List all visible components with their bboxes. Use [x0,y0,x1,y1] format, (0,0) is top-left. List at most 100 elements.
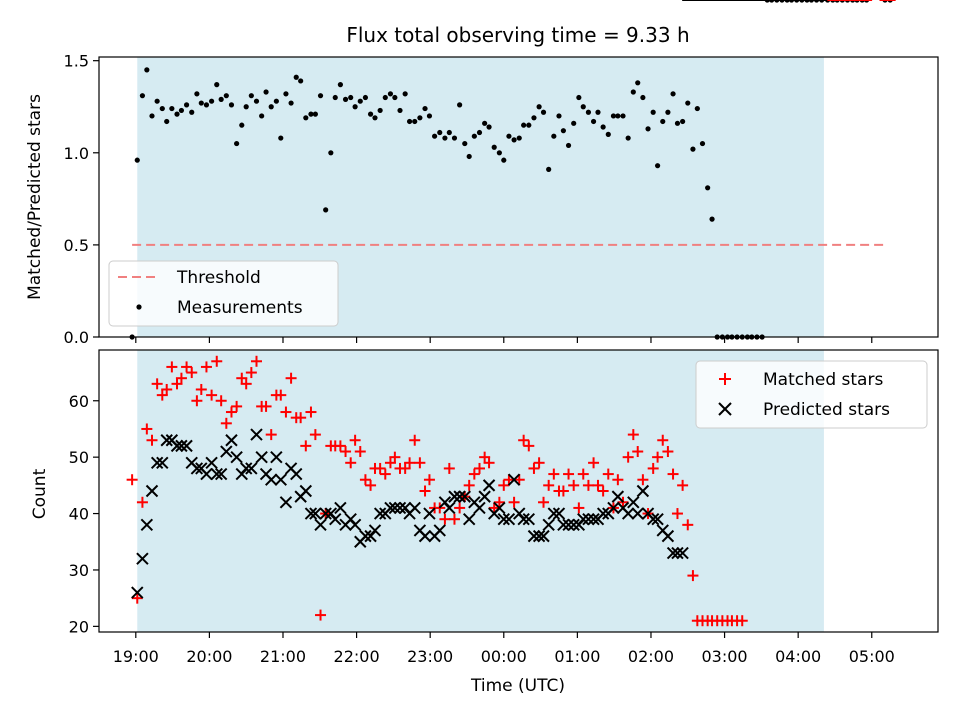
measurement-point [506,133,512,139]
matched-star-point [563,468,575,480]
measurement-point [159,105,165,112]
measurement-point [565,142,572,149]
predicted-star-point [482,479,496,492]
predicted-star-point [646,512,660,526]
measurement-point [259,113,265,119]
matched-star-point [191,395,203,407]
measurement-point [372,115,378,121]
matched-star-point [151,378,163,390]
predicted-star-point [666,546,680,560]
matched-star-point [126,474,138,486]
ratio-y-tick-label: 0.0 [64,328,89,347]
predicted-star-point [443,501,456,515]
predicted-star-point [542,518,555,532]
measurement-point [214,82,220,88]
matched-star-point [523,440,535,452]
measurement-point [263,89,269,95]
measurement-point [665,109,671,115]
measurement-point [312,111,318,117]
measurement-point [476,129,483,136]
measurement-point [600,124,606,130]
predicted-star-point [239,462,253,475]
measurement-point [178,107,185,114]
x-axis-label: Time (UTC) [470,676,565,696]
measurement-point [293,74,299,80]
time-x-tick-label: 20:00 [186,647,232,666]
legend-matched-swatch [719,373,731,385]
count-y-tick-label: 20 [69,617,89,636]
matched-star-point [573,502,585,514]
measurement-point [149,113,155,119]
predicted-star-point [611,490,625,503]
matched-star-point [315,609,327,621]
predicted-star-point [200,467,213,481]
measurement-point [432,133,438,139]
measurement-point [645,126,651,132]
matched-star-point [454,502,466,514]
measurement-point [402,91,408,97]
predicted-star-point [314,518,327,532]
count-y-axis-label: Count [30,468,50,519]
measurement-point [694,105,700,112]
count-panel: 20 30 40 50 60 19:00 20:00 21:00 22:00 23:00 00:0… [30,0,939,696]
predicted-star-point [131,586,144,599]
matched-star-point [260,400,272,412]
predicted-star-point [373,507,387,520]
time-x-tick-label: 05:00 [849,647,895,666]
predicted-star-point [547,507,561,520]
matched-star-point [488,502,500,514]
measurement-point [620,113,626,119]
matched-star-point [245,367,257,379]
matched-star-point [389,451,401,463]
measurement-point [585,109,592,115]
matched-star-point [568,479,580,491]
matched-star-point [206,389,218,401]
measurement-point [580,104,586,110]
predicted-star-point [205,456,218,470]
matched-star-point [592,479,604,491]
ratio-y-tick-label: 0.5 [64,236,89,255]
ratio-y-tick-label: 1.0 [64,144,89,163]
predicted-star-point [627,496,640,509]
count-y-ticks: 20 30 40 50 60 [69,392,99,636]
measurement-point [451,135,458,141]
matched-star-point [423,474,435,486]
predicted-star-point [265,473,278,486]
measurement-point [630,89,636,95]
measurement-point [174,111,180,117]
measurement-point [556,113,562,119]
measurement-point [352,104,358,110]
predicted-star-point [552,507,566,520]
measurement-point [610,113,617,119]
matched-star-point [479,451,491,463]
matched-star-point [448,513,460,525]
measurement-point [323,207,329,213]
predicted-star-point [527,529,541,543]
measurement-point [462,140,468,147]
predicted-star-point [582,512,595,526]
measurement-point [273,98,279,104]
measurement-point [466,153,472,160]
predicted-star-point [433,524,446,537]
measurement-point [392,94,398,101]
measurement-point [571,120,577,126]
predicted-star-point [497,512,510,526]
matched-star-point [374,462,386,474]
measurement-point [189,109,195,115]
ratio-y-axis-label: Matched/Predicted stars [25,94,45,300]
measurement-point [317,93,324,99]
time-x-ticks: 19:00 20:00 21:00 22:00 23:00 00:00 01:00 02:00… [113,632,895,666]
measurement-point [278,135,284,141]
measurement-point [660,118,666,125]
predicted-star-point [621,507,635,520]
legend-predicted-swatch [718,402,732,416]
predicted-star-point [448,490,461,503]
ratio-panel-frame [98,56,939,338]
matched-star-point [236,372,248,384]
measurement-point [531,115,537,121]
matched-star-point [409,434,421,446]
measurement-point [243,104,249,110]
measurement-point [412,118,418,125]
matched-star-point [186,367,198,379]
predicted-star-point [562,518,575,532]
